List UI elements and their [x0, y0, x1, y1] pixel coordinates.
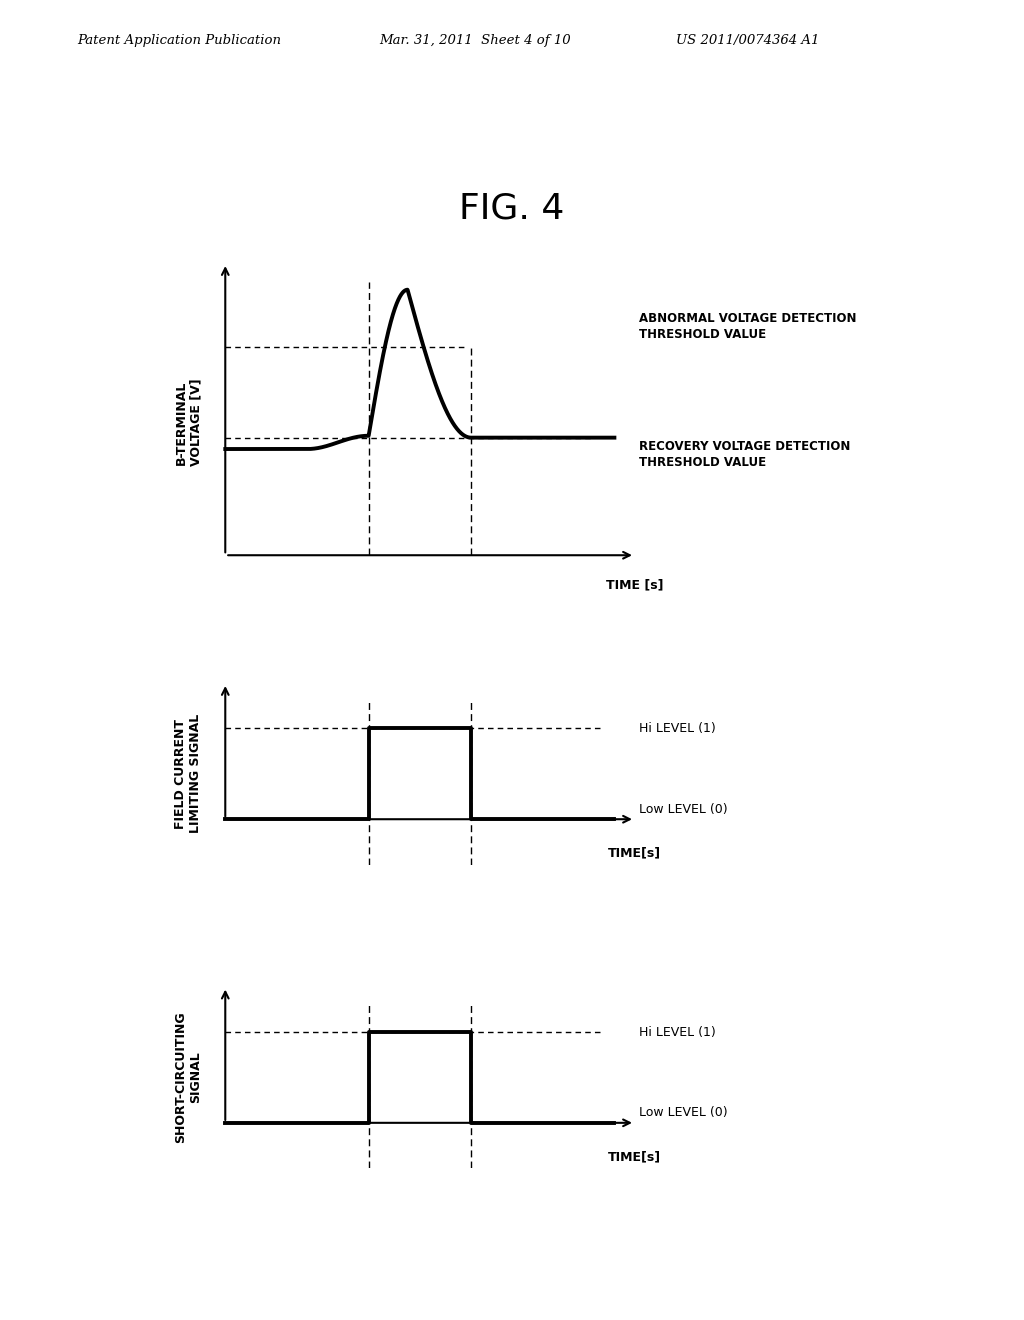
Text: SHORT-CIRCUITING
SIGNAL: SHORT-CIRCUITING SIGNAL: [174, 1011, 203, 1143]
Text: Mar. 31, 2011  Sheet 4 of 10: Mar. 31, 2011 Sheet 4 of 10: [379, 34, 570, 48]
Text: TIME[s]: TIME[s]: [608, 1150, 662, 1163]
Text: TIME [s]: TIME [s]: [606, 578, 664, 591]
Text: RECOVERY VOLTAGE DETECTION
THRESHOLD VALUE: RECOVERY VOLTAGE DETECTION THRESHOLD VAL…: [639, 440, 850, 469]
Text: Hi LEVEL (1): Hi LEVEL (1): [639, 1026, 716, 1039]
Text: FIELD CURRENT
LIMITING SIGNAL: FIELD CURRENT LIMITING SIGNAL: [174, 714, 203, 833]
Text: TIME[s]: TIME[s]: [608, 846, 662, 859]
Text: FIG. 4: FIG. 4: [460, 191, 564, 226]
Text: Low LEVEL (0): Low LEVEL (0): [639, 1106, 728, 1119]
Text: US 2011/0074364 A1: US 2011/0074364 A1: [676, 34, 819, 48]
Text: Patent Application Publication: Patent Application Publication: [77, 34, 281, 48]
Text: Low LEVEL (0): Low LEVEL (0): [639, 803, 728, 816]
Text: Hi LEVEL (1): Hi LEVEL (1): [639, 722, 716, 735]
Text: ABNORMAL VOLTAGE DETECTION
THRESHOLD VALUE: ABNORMAL VOLTAGE DETECTION THRESHOLD VAL…: [639, 312, 856, 341]
Text: B-TERMINAL
VOLTAGE [V]: B-TERMINAL VOLTAGE [V]: [174, 379, 203, 466]
